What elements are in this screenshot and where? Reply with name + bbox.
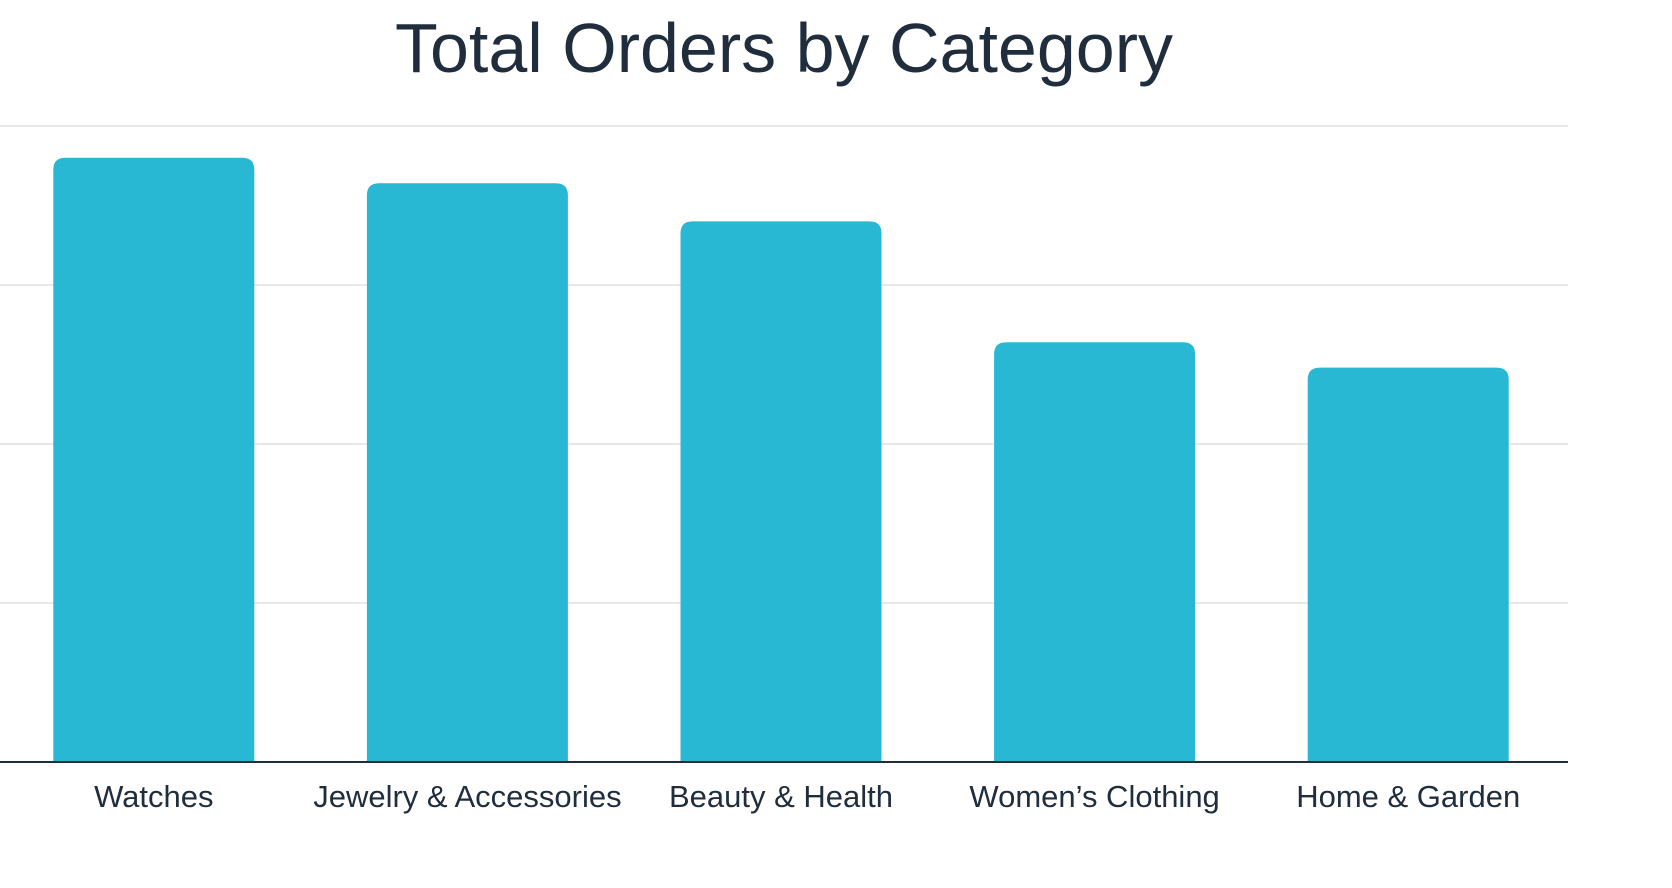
category-label: Women’s Clothing <box>969 779 1219 814</box>
bar-jewelry-accessories <box>366 183 568 763</box>
bars <box>53 157 1509 763</box>
category-label: Jewelry & Accessories <box>313 779 621 814</box>
bar-home-garden <box>1307 367 1509 762</box>
chart-title: Total Orders by Category <box>394 9 1174 87</box>
bar-beauty-health <box>680 221 882 762</box>
bar-women-s-clothing <box>994 342 1196 762</box>
category-labels: Watches Jewelry & Accessories Beauty & Hea… <box>94 779 1520 814</box>
bar-watches <box>53 157 255 763</box>
category-label: Watches <box>94 779 213 814</box>
category-label: Beauty & Health <box>669 779 893 814</box>
category-label: Home & Garden <box>1296 779 1520 814</box>
